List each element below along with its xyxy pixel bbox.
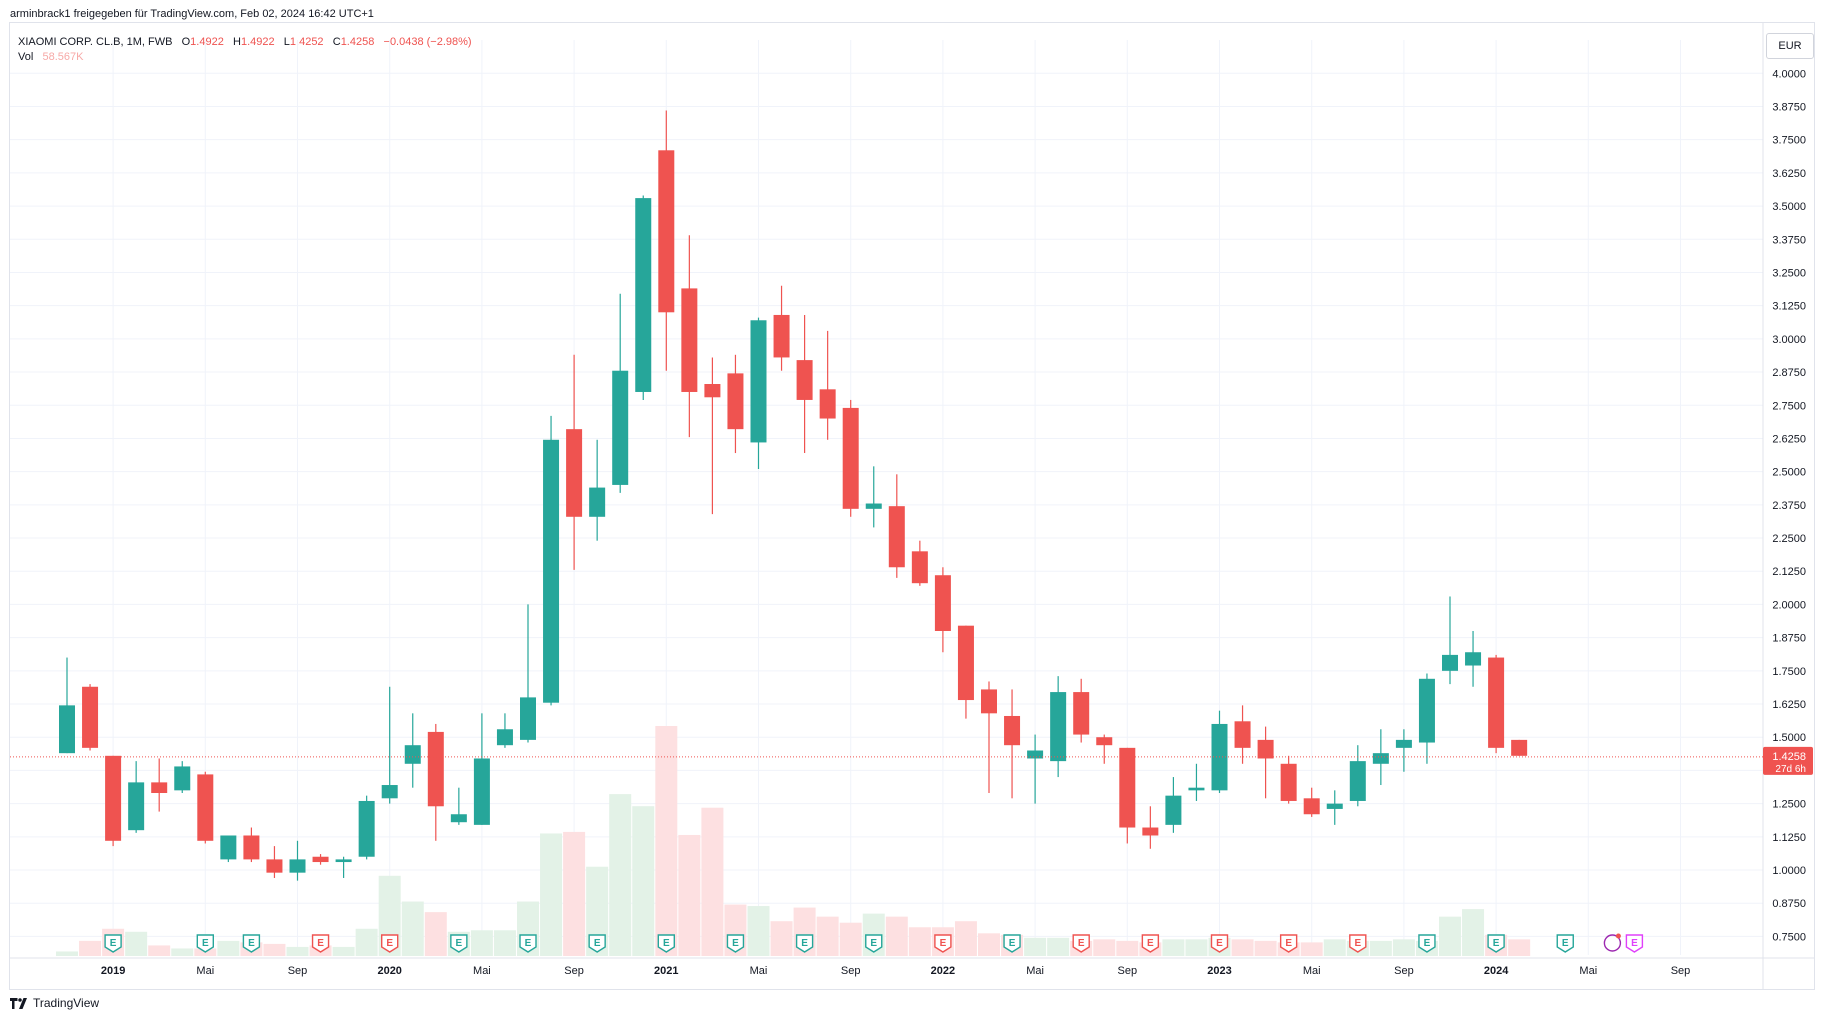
low-value: 1.4252 [289, 36, 324, 48]
tradingview-logo-icon [10, 997, 27, 1009]
close-value: 1.4258 [340, 36, 375, 48]
low-label: L [283, 36, 290, 48]
footer-brand-label: TradingView [33, 996, 100, 1010]
volume-label: Vol [18, 51, 34, 63]
high-label: H [233, 36, 241, 48]
currency-button[interactable]: EUR [1766, 33, 1814, 59]
shared-by-line: arminbrack1 freigegeben für TradingView.… [10, 8, 374, 20]
footer-brand[interactable]: TradingView [10, 996, 99, 1010]
close-label: C [332, 36, 341, 48]
volume-value: 58.567K [42, 51, 84, 63]
symbol-name[interactable]: XIAOMI CORP. CL.B, 1M, FWB [18, 36, 173, 48]
chart-frame [9, 22, 1815, 990]
open-label: O [181, 36, 191, 48]
symbol-legend: XIAOMI CORP. CL.B, 1M, FWB O1.4922 H1.49… [18, 35, 472, 65]
open-value: 1.4922 [190, 36, 224, 48]
high-value: 1.4922 [240, 36, 275, 48]
change-value: −0.0438 (−2.98%) [383, 36, 472, 48]
